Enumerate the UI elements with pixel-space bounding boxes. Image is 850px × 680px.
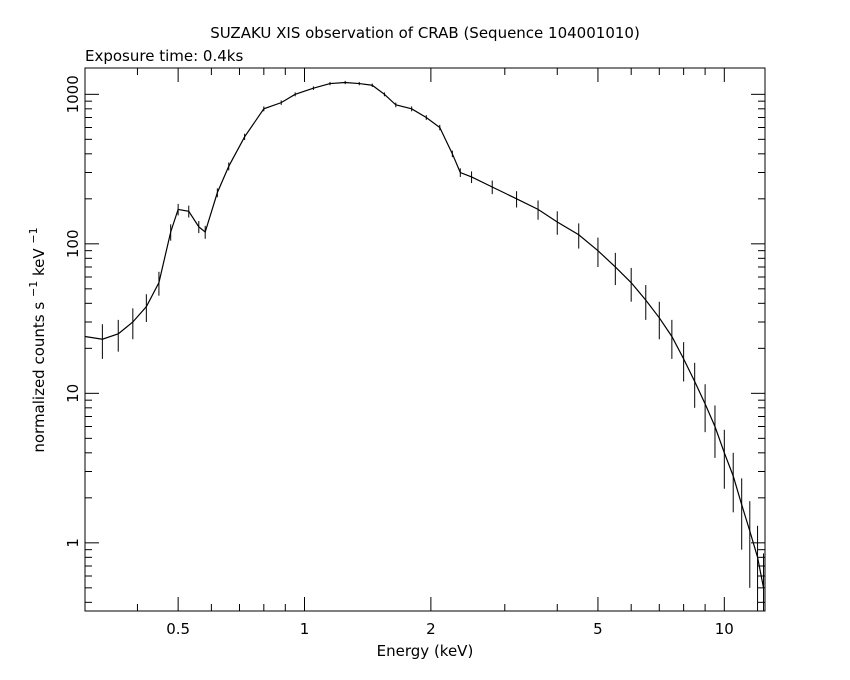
- y-tick-label: 1000: [64, 75, 82, 113]
- chart-subtitle: Exposure time: 0.4ks: [85, 47, 243, 65]
- x-tick-label: 0.5: [166, 620, 190, 638]
- y-tick-label: 10: [64, 384, 82, 403]
- x-tick-label: 1: [300, 620, 310, 638]
- y-axis-label-sup2: −1: [27, 227, 40, 243]
- x-axis-label: Energy (keV): [377, 642, 474, 660]
- x-axis: 0.5 1 2 5 10: [84, 68, 734, 638]
- x-tick-label: 2: [426, 620, 436, 638]
- x-tick-label: 10: [715, 620, 734, 638]
- y-axis-label-mid: keV: [30, 248, 48, 276]
- spectrum-series: [84, 80, 765, 611]
- y-axis: 1 10 100 1000: [64, 75, 765, 603]
- x-tick-label: 5: [593, 620, 603, 638]
- series-line: [84, 81, 765, 588]
- y-axis-label-sup1: −1: [27, 281, 40, 297]
- y-tick-label: 1: [64, 538, 82, 548]
- chart-title: SUZAKU XIS observation of CRAB (Sequence…: [210, 24, 640, 42]
- y-tick-label: 100: [64, 230, 82, 259]
- y-axis-label: normalized counts s −1 keV −1: [23, 227, 48, 452]
- y-axis-label-main: normalized counts s: [30, 302, 48, 453]
- plot-frame: [84, 67, 766, 612]
